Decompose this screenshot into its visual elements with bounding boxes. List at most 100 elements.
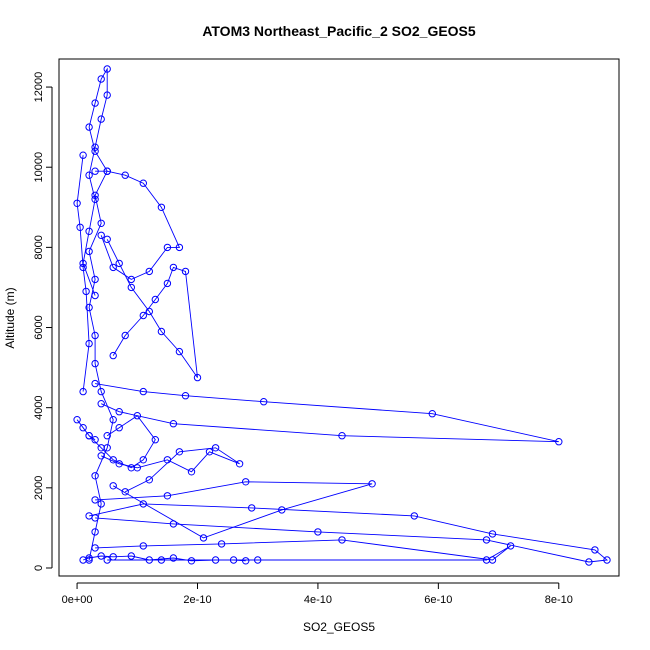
data-point xyxy=(368,480,376,488)
data-point xyxy=(242,478,250,486)
data-point xyxy=(163,456,172,464)
data-point xyxy=(428,410,436,418)
data-point xyxy=(163,243,172,252)
x-tick-label: 0e+00 xyxy=(62,594,93,606)
data-point xyxy=(410,512,418,520)
data-point xyxy=(338,536,346,544)
data-point xyxy=(115,424,123,432)
data-point xyxy=(157,327,166,336)
data-point xyxy=(555,438,563,446)
y-axis-label: Altitude (m) xyxy=(3,287,17,348)
data-point xyxy=(482,556,491,564)
data-point xyxy=(109,553,117,561)
data-point xyxy=(181,392,190,400)
data-point xyxy=(254,556,262,564)
data-point xyxy=(85,171,93,179)
y-tick-label: 8000 xyxy=(33,235,45,259)
data-point xyxy=(115,259,123,268)
x-axis: 0e+00 2e-10 4e-10 6e-10 8e-10 xyxy=(62,582,573,606)
data-point xyxy=(85,247,93,256)
data-point xyxy=(91,331,99,340)
data-point xyxy=(103,167,111,175)
data-point xyxy=(145,476,154,484)
data-point xyxy=(91,544,99,552)
data-point xyxy=(85,303,93,312)
data-point xyxy=(97,219,105,228)
data-point xyxy=(91,291,99,300)
data-point xyxy=(175,347,184,356)
data-point xyxy=(163,279,172,288)
data-point xyxy=(85,432,93,440)
data-point xyxy=(79,387,87,396)
y-tick-label: 12000 xyxy=(33,72,45,103)
series-line xyxy=(82,555,246,562)
data-point xyxy=(91,195,99,204)
data-point xyxy=(506,542,515,550)
data-point xyxy=(91,275,99,284)
data-point xyxy=(109,351,117,360)
data-point xyxy=(91,359,99,368)
data-point xyxy=(127,552,136,560)
data-point xyxy=(157,556,166,564)
series-line xyxy=(95,481,373,539)
data-point xyxy=(79,151,87,159)
series-line xyxy=(88,415,156,469)
data-point xyxy=(109,416,117,424)
data-point xyxy=(91,436,99,444)
data-point xyxy=(205,448,214,456)
data-point xyxy=(91,99,99,107)
data-point xyxy=(97,115,105,123)
data-point xyxy=(97,231,105,240)
data-point xyxy=(91,472,99,480)
data-point xyxy=(82,287,90,296)
data-point xyxy=(103,65,111,73)
data-point xyxy=(73,416,81,424)
series-line xyxy=(101,447,240,493)
x-tick-label: 4e-10 xyxy=(304,594,332,606)
data-point xyxy=(139,542,148,550)
data-point xyxy=(85,227,93,236)
data-point xyxy=(591,546,599,554)
data-point xyxy=(488,530,497,538)
x-tick-label: 8e-10 xyxy=(545,594,573,606)
data-point xyxy=(97,452,105,460)
data-point xyxy=(187,468,196,476)
data-point xyxy=(169,420,178,428)
data-point xyxy=(585,558,593,566)
data-point xyxy=(121,488,129,496)
data-point xyxy=(151,295,160,304)
data-point xyxy=(91,496,99,504)
data-point xyxy=(91,514,99,522)
data-point xyxy=(133,464,142,472)
data-point xyxy=(91,379,99,388)
data-point xyxy=(181,267,190,276)
data-point xyxy=(91,528,99,536)
data-point xyxy=(85,123,93,131)
data-point xyxy=(133,412,142,420)
data-point xyxy=(169,520,178,528)
data-point xyxy=(79,263,87,272)
data-point xyxy=(175,243,184,252)
series-line xyxy=(95,170,181,280)
data-point xyxy=(139,456,148,464)
data-point xyxy=(91,143,99,151)
data-point xyxy=(91,191,99,200)
x-tick-label: 6e-10 xyxy=(424,594,452,606)
data-point xyxy=(187,557,196,565)
data-point xyxy=(85,339,93,348)
x-tick-label: 2e-10 xyxy=(183,594,211,606)
data-point xyxy=(97,75,105,83)
series-line xyxy=(76,155,90,392)
data-point xyxy=(103,432,111,440)
data-point xyxy=(603,556,611,564)
y-tick-label: 2000 xyxy=(33,476,45,500)
series-line xyxy=(89,503,609,563)
data-point xyxy=(169,263,178,272)
data-point xyxy=(175,448,184,456)
data-point xyxy=(97,400,105,408)
data-point xyxy=(211,556,220,564)
data-point xyxy=(163,492,172,500)
data-point xyxy=(157,203,166,212)
y-tick-label: 6000 xyxy=(33,315,45,339)
